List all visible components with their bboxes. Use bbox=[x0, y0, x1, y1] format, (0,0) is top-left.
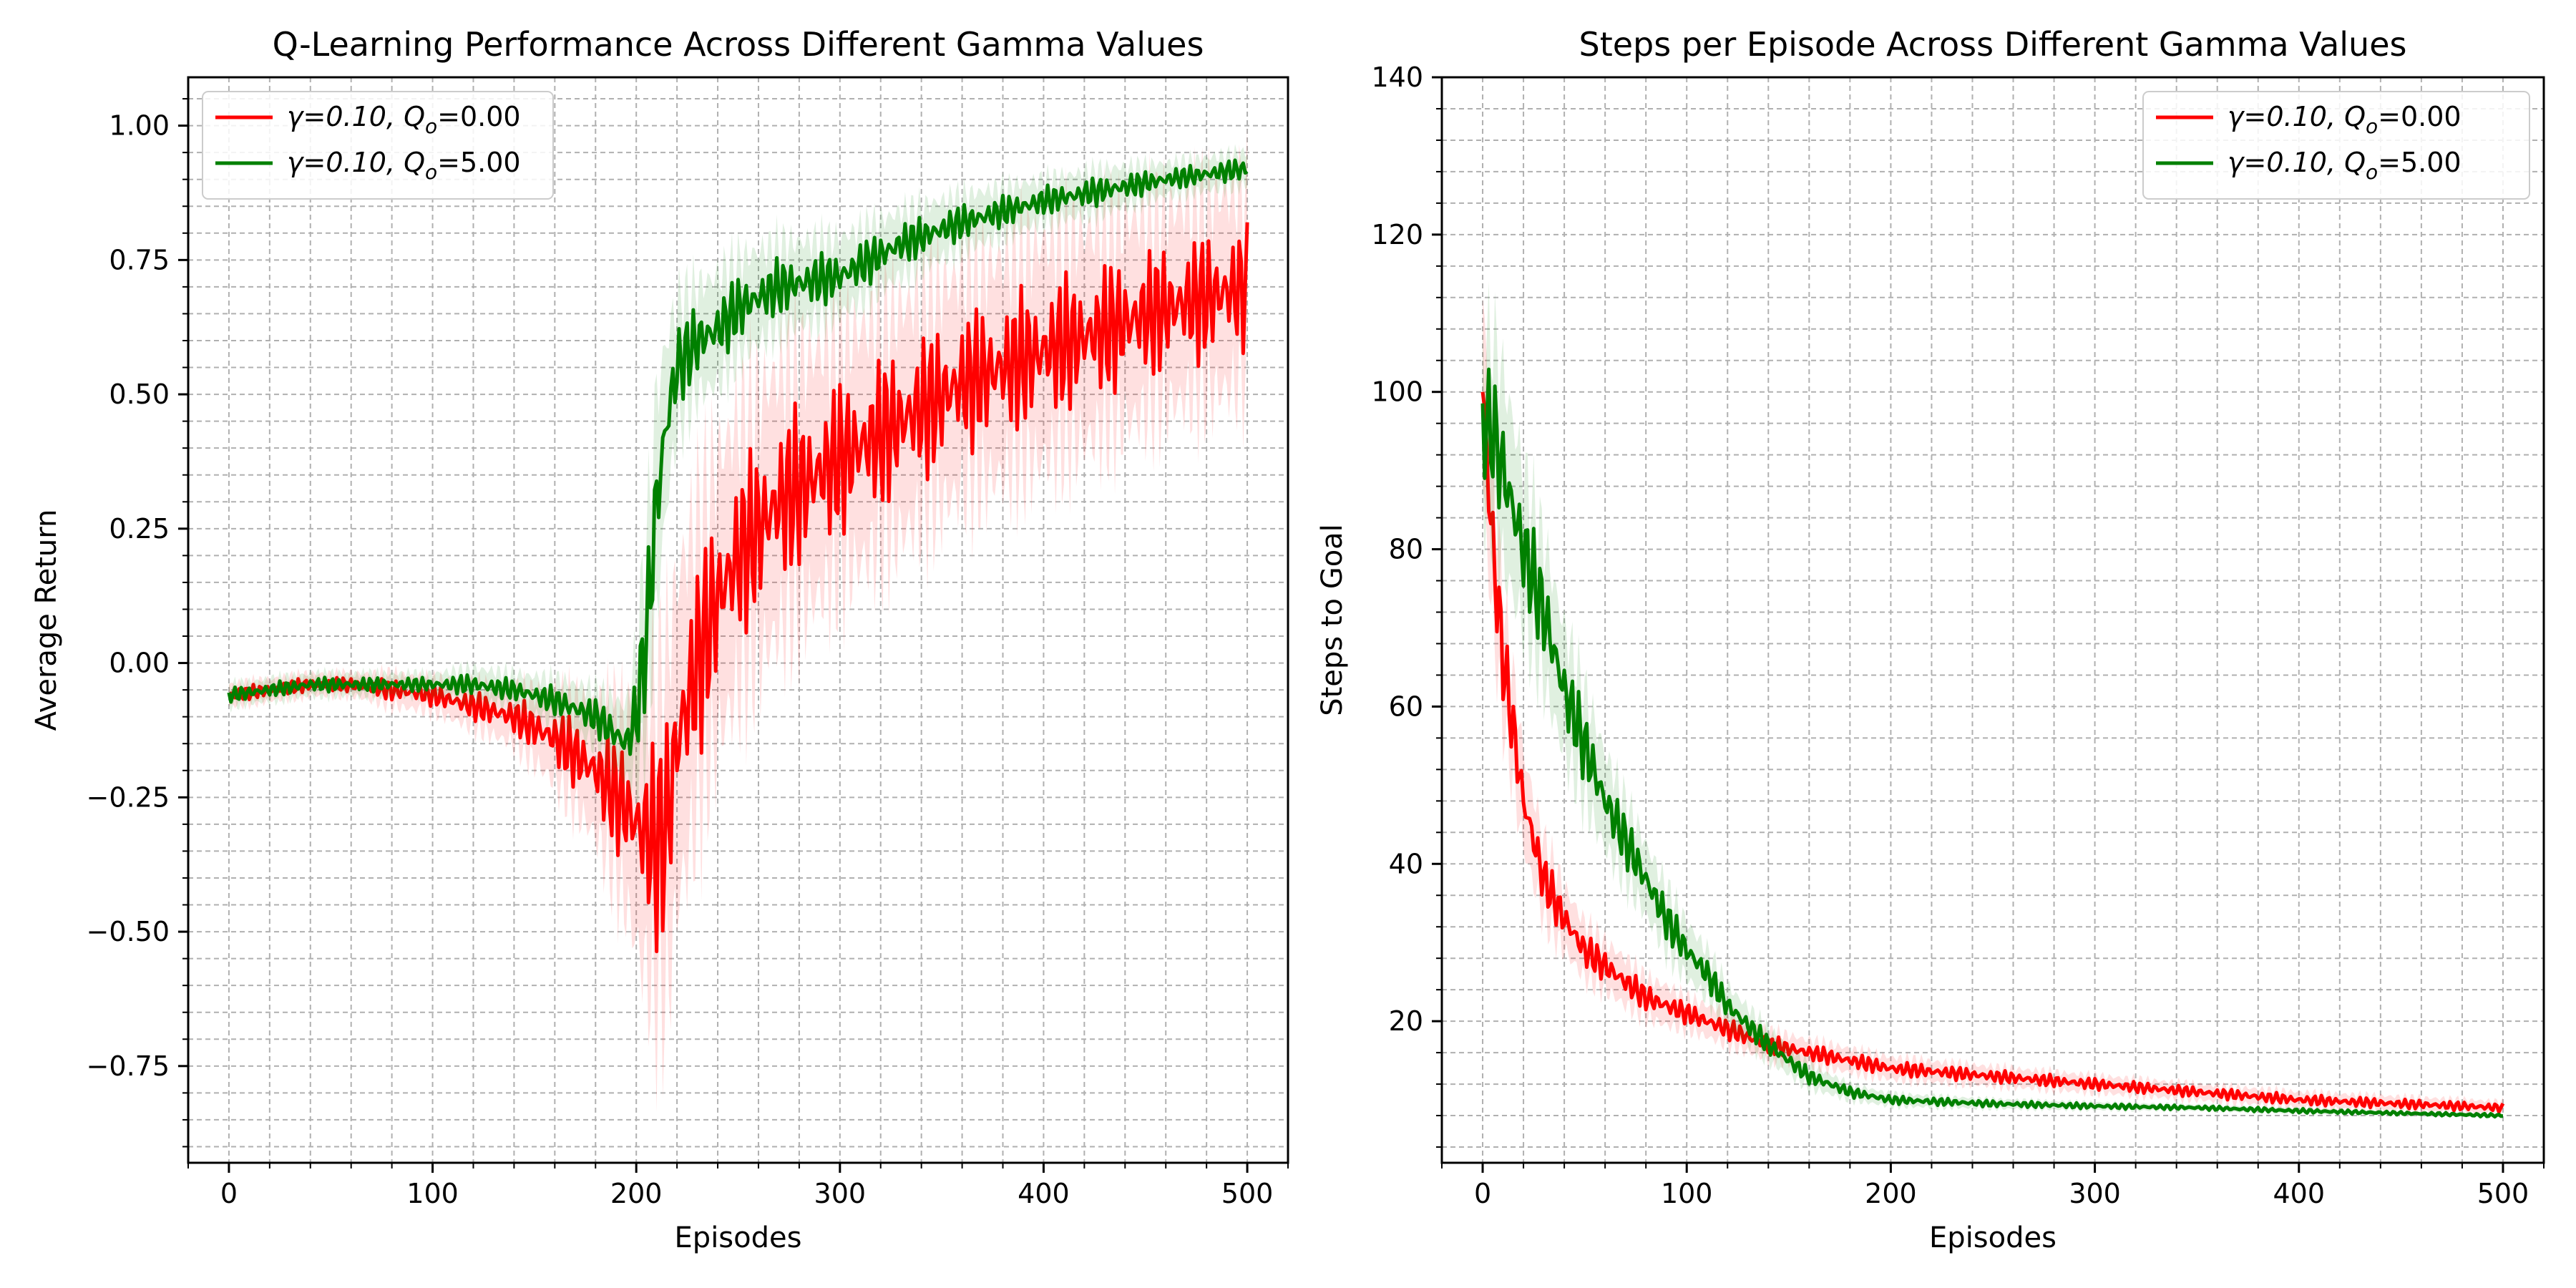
chart-title: Steps per Episode Across Different Gamma… bbox=[1579, 25, 2407, 64]
series-line-0 bbox=[1480, 391, 2505, 1114]
x-axis: 0 100 200 300 400 500 Episodes bbox=[1441, 1163, 2545, 1254]
y-tick-label: 0.25 bbox=[109, 513, 170, 545]
series-line-0 bbox=[228, 222, 1249, 954]
y-tick-label: 80 bbox=[1389, 534, 1423, 565]
x-tick-label: 0 bbox=[1474, 1178, 1491, 1209]
series-band-1 bbox=[228, 144, 1248, 812]
legend-box bbox=[202, 91, 554, 200]
x-tick-label: 300 bbox=[814, 1178, 867, 1209]
legend-entry: γ=0.10, Qo=5.00 bbox=[287, 147, 521, 184]
series-line-1 bbox=[227, 158, 1249, 756]
x-tick-label: 100 bbox=[406, 1178, 459, 1209]
x-axis-label: Episodes bbox=[1929, 1221, 2057, 1254]
y-axis: −0.75 −0.50 −0.25 0.00 0.25 0.50 0.75 1.00 Avera… bbox=[30, 98, 188, 1148]
x-axis-label: Episodes bbox=[675, 1221, 802, 1254]
series-line-1 bbox=[1480, 367, 2504, 1119]
axes-frame bbox=[1440, 76, 2545, 1164]
y-tick-label: 40 bbox=[1389, 848, 1423, 879]
y-tick-label: −0.50 bbox=[87, 916, 170, 947]
y-tick-label: 140 bbox=[1371, 62, 1423, 93]
x-tick-label: 500 bbox=[2477, 1178, 2529, 1209]
y-tick-label: 0.00 bbox=[109, 648, 170, 679]
y-tick-label: 120 bbox=[1371, 219, 1423, 250]
chart-panel-returns: 0 100 200 300 400 500 Episodes −0.75 −0.50 −0.25 0… bbox=[30, 25, 1289, 1254]
y-tick-label: 60 bbox=[1389, 691, 1423, 722]
y-tick-label: 0.75 bbox=[109, 244, 170, 275]
axes-frame bbox=[187, 76, 1289, 1164]
y-tick-label: 0.50 bbox=[109, 379, 170, 410]
legend-entry: γ=0.10, Qo=5.00 bbox=[2228, 147, 2462, 184]
y-tick-label: 20 bbox=[1389, 1005, 1423, 1037]
x-tick-label: 0 bbox=[220, 1178, 238, 1209]
y-axis-label: Steps to Goal bbox=[1316, 524, 1349, 716]
legend: γ=0.10, Qo=0.00 γ=0.10, Qo=5.00 bbox=[202, 91, 554, 200]
legend: γ=0.10, Qo=0.00 γ=0.10, Qo=5.00 bbox=[2142, 91, 2530, 200]
y-tick-label: −0.75 bbox=[87, 1050, 170, 1082]
x-tick-label: 100 bbox=[1661, 1178, 1713, 1209]
x-tick-label: 400 bbox=[2273, 1178, 2326, 1209]
legend-entry: γ=0.10, Qo=0.00 bbox=[287, 101, 521, 138]
chart-title: Q-Learning Performance Across Different … bbox=[273, 25, 1204, 64]
chart-panel-steps: 0 100 200 300 400 500 Episodes 20 40 60 80 100 120 14… bbox=[1316, 25, 2545, 1254]
y-axis: 20 40 60 80 100 120 140 Steps to Goal bbox=[1316, 62, 1442, 1148]
x-tick-label: 200 bbox=[610, 1178, 663, 1209]
legend-box bbox=[2142, 91, 2530, 200]
y-tick-label: 1.00 bbox=[109, 110, 170, 142]
x-tick-label: 200 bbox=[1865, 1178, 1917, 1209]
y-axis-label: Average Return bbox=[30, 509, 63, 731]
series-group bbox=[1480, 281, 2505, 1119]
y-tick-label: 100 bbox=[1371, 376, 1423, 408]
series-group bbox=[227, 125, 1249, 1113]
x-tick-label: 400 bbox=[1018, 1178, 1070, 1209]
x-axis: 0 100 200 300 400 500 Episodes bbox=[187, 1163, 1289, 1254]
x-tick-label: 500 bbox=[1221, 1178, 1274, 1209]
y-tick-label: −0.25 bbox=[87, 781, 170, 813]
legend-entry: γ=0.10, Qo=0.00 bbox=[2228, 101, 2462, 138]
x-tick-label: 300 bbox=[2069, 1178, 2121, 1209]
